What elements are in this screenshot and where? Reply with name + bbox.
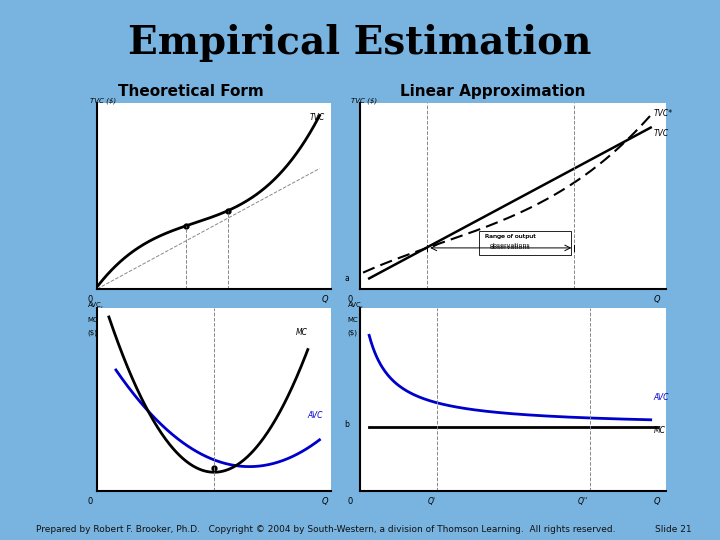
Text: TVC ($): TVC ($): [90, 97, 117, 104]
Text: Prepared by Robert F. Brooker, Ph.D.   Copyright © 2004 by South-Western, a divi: Prepared by Robert F. Brooker, Ph.D. Cop…: [36, 524, 616, 534]
Text: Linear Approximation: Linear Approximation: [400, 84, 586, 99]
Text: Theoretical Form: Theoretical Form: [118, 84, 264, 99]
Text: 0: 0: [88, 497, 93, 507]
Text: MC: MC: [348, 317, 359, 323]
Text: a: a: [345, 274, 349, 284]
Text: TVC ($): TVC ($): [351, 97, 377, 104]
Text: 0: 0: [348, 295, 353, 304]
Text: 0: 0: [348, 497, 353, 507]
Text: observations: observations: [490, 245, 530, 250]
Text: Q: Q: [322, 497, 328, 507]
Text: 0: 0: [88, 295, 93, 304]
Text: AVC,: AVC,: [88, 302, 104, 308]
Text: MC: MC: [296, 328, 308, 338]
Text: Q: Q: [654, 295, 660, 304]
Text: TVC*: TVC*: [654, 109, 673, 118]
Text: AVC: AVC: [654, 393, 670, 402]
Text: Q': Q': [428, 497, 436, 507]
Text: MC: MC: [88, 317, 99, 323]
Text: observations: observations: [490, 243, 530, 248]
Text: Range of output: Range of output: [485, 234, 535, 239]
Text: AVC: AVC: [308, 411, 323, 420]
Text: b: b: [345, 420, 350, 429]
Text: ($): ($): [348, 330, 358, 336]
Text: Empirical Estimation: Empirical Estimation: [128, 24, 592, 62]
Text: TVC: TVC: [310, 113, 325, 123]
Text: Slide 21: Slide 21: [654, 524, 691, 534]
Text: TVC: TVC: [654, 129, 669, 138]
Text: MC: MC: [654, 426, 666, 435]
Text: Q'': Q'': [577, 497, 588, 507]
Text: ($): ($): [88, 330, 98, 336]
Text: AVC,: AVC,: [348, 302, 364, 308]
Text: Q: Q: [654, 497, 660, 507]
Text: Q: Q: [322, 295, 328, 304]
FancyBboxPatch shape: [480, 231, 571, 255]
Text: Range of output: Range of output: [485, 234, 535, 239]
